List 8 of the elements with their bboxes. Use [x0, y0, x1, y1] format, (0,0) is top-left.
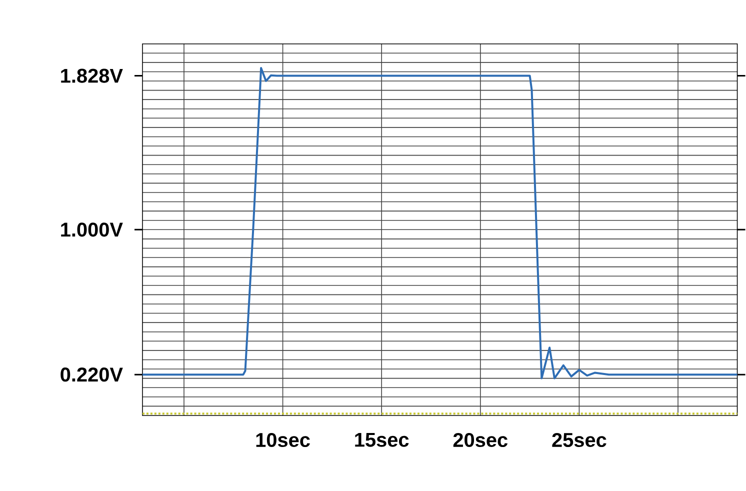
- line-series: [141, 66, 738, 380]
- y-tick-label: 0.220V: [60, 367, 123, 382]
- x-tick-label: 15sec: [355, 432, 409, 447]
- x-tick-label: 20sec: [453, 432, 508, 447]
- x-tick-label: 10sec: [256, 432, 310, 447]
- y-tick-label: 1.000V: [61, 222, 123, 237]
- y-tick-label: 1.828V: [61, 68, 123, 83]
- x-tick-label: 25sec: [552, 432, 606, 447]
